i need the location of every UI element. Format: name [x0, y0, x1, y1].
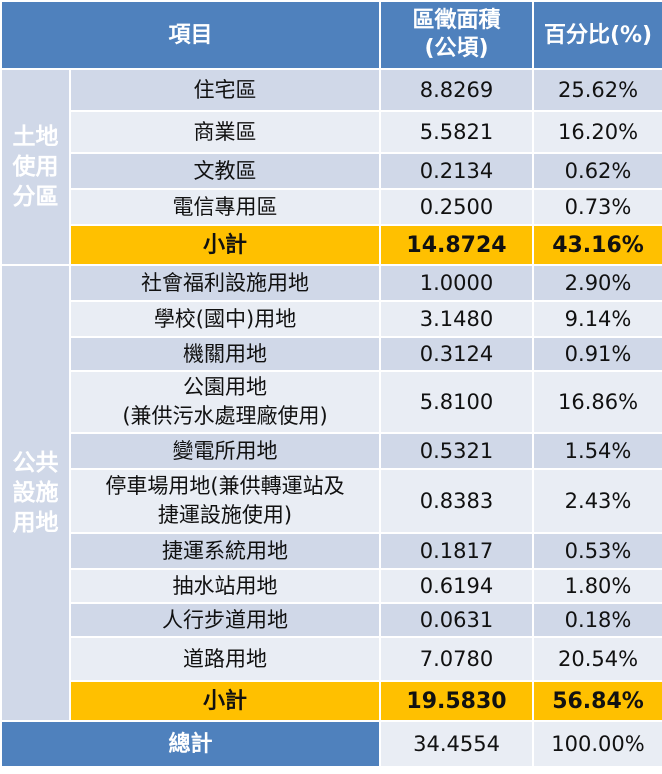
row-percent: 16.86% [532, 370, 662, 434]
row-name: 機關用地 [68, 336, 382, 372]
row-percent: 9.14% [532, 300, 662, 338]
row-percent: 0.18% [532, 602, 662, 638]
row-percent: 1.54% [532, 432, 662, 470]
row-percent: 16.20% [532, 110, 662, 154]
row-area: 0.1817 [379, 532, 535, 570]
row-name: 抽水站用地 [68, 568, 382, 604]
row-name: 文教區 [68, 152, 382, 190]
subtotal-label: 小計 [68, 224, 382, 266]
header-item: 項目 [0, 0, 382, 70]
row-area: 1.0000 [379, 264, 535, 302]
table-row: 抽水站用地 0.6194 1.80% [1, 568, 662, 604]
group-public-facility: 公共 設施 用地 [0, 264, 71, 722]
row-percent: 0.53% [532, 532, 662, 570]
row-area: 0.0631 [379, 602, 535, 638]
row-name: 社會福利設施用地 [68, 264, 382, 302]
row-area: 0.2500 [379, 188, 535, 226]
row-area: 0.6194 [379, 568, 535, 604]
row-area: 0.5321 [379, 432, 535, 470]
table-row: 文教區 0.2134 0.62% [1, 152, 662, 190]
row-area: 5.5821 [379, 110, 535, 154]
table-row: 停車場用地(兼供轉運站及 捷運設施使用) 0.8383 2.43% [1, 468, 662, 534]
subtotal-percent: 56.84% [532, 680, 662, 722]
row-area: 3.1480 [379, 300, 535, 338]
total-area: 34.4554 [379, 720, 535, 768]
row-percent: 0.73% [532, 188, 662, 226]
subtotal-row: 小計 14.8724 43.16% [1, 224, 662, 266]
row-area: 0.8383 [379, 468, 535, 534]
row-name: 道路用地 [68, 636, 382, 682]
row-name: 公園用地 (兼供污水處理廠使用) [68, 370, 382, 434]
row-name: 捷運系統用地 [68, 532, 382, 570]
table-row: 商業區 5.5821 16.20% [1, 110, 662, 154]
table-row: 道路用地 7.0780 20.54% [1, 636, 662, 682]
total-row: 總計 34.4554 100.00% [0, 720, 662, 768]
total-percent: 100.00% [532, 720, 662, 768]
row-percent: 2.43% [532, 468, 662, 534]
table-row: 機關用地 0.3124 0.91% [1, 336, 662, 372]
row-area: 0.3124 [379, 336, 535, 372]
header-area: 區徵面積 (公頃) [379, 0, 535, 70]
table-row: 學校(國中)用地 3.1480 9.14% [1, 300, 662, 338]
subtotal-row: 小計 19.5830 56.84% [1, 680, 662, 722]
table-row: 土地 使用 分區 住宅區 8.8269 25.62% [0, 68, 662, 266]
row-name: 人行步道用地 [68, 602, 382, 638]
header-percent: 百分比(%) [532, 0, 662, 70]
table-row: 電信專用區 0.2500 0.73% [1, 188, 662, 226]
row-area: 7.0780 [379, 636, 535, 682]
table-row: 公共 設施 用地 社會福利設施用地 1.0000 2.90% [0, 264, 662, 722]
table-row: 公園用地 (兼供污水處理廠使用) 5.8100 16.86% [1, 370, 662, 434]
table-row: 人行步道用地 0.0631 0.18% [1, 602, 662, 638]
row-area: 8.8269 [379, 68, 535, 112]
row-name: 商業區 [68, 110, 382, 154]
subtotal-area: 19.5830 [379, 680, 535, 722]
group-land-use: 土地 使用 分區 [0, 68, 71, 266]
table-row: 變電所用地 0.5321 1.54% [1, 432, 662, 470]
subtotal-label: 小計 [68, 680, 382, 722]
row-name: 變電所用地 [68, 432, 382, 470]
row-name: 住宅區 [68, 68, 382, 112]
row-area: 0.2134 [379, 152, 535, 190]
subtotal-area: 14.8724 [379, 224, 535, 266]
row-name: 停車場用地(兼供轉運站及 捷運設施使用) [68, 468, 382, 534]
row-percent: 2.90% [532, 264, 662, 302]
row-name: 學校(國中)用地 [68, 300, 382, 338]
table-row: 捷運系統用地 0.1817 0.53% [1, 532, 662, 570]
row-percent: 20.54% [532, 636, 662, 682]
subtotal-percent: 43.16% [532, 224, 662, 266]
row-name: 電信專用區 [68, 188, 382, 226]
row-percent: 25.62% [532, 68, 662, 112]
row-area: 5.8100 [379, 370, 535, 434]
row-percent: 1.80% [532, 568, 662, 604]
row-percent: 0.62% [532, 152, 662, 190]
total-label: 總計 [0, 720, 382, 768]
row-percent: 0.91% [532, 336, 662, 372]
